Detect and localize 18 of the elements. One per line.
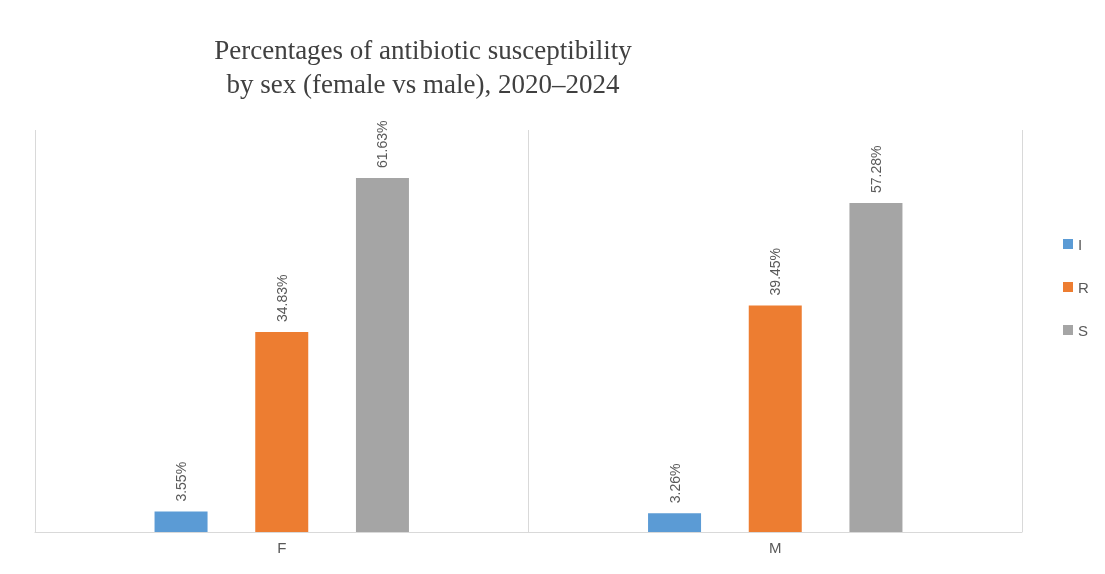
data-label: 57.28% (867, 145, 884, 194)
bar (154, 511, 208, 532)
legend-label: S (1078, 321, 1089, 339)
legend-label: I (1078, 235, 1083, 253)
x-tick-label: F (277, 539, 287, 556)
data-label: 3.26% (666, 463, 683, 504)
bar (748, 305, 802, 532)
bar (355, 178, 409, 532)
bar (648, 513, 702, 532)
data-label: 61.63% (374, 120, 391, 169)
data-label: 39.45% (767, 247, 784, 296)
bar (255, 331, 309, 532)
data-label: 3.55% (173, 461, 190, 502)
chart-title: Percentages of antibiotic susceptibility by sex (female vs male), 2020–2024 (214, 35, 633, 99)
data-label: 34.83% (273, 274, 290, 322)
bar (849, 203, 903, 532)
x-tick-label: M (769, 539, 782, 556)
legend-label: R (1078, 278, 1089, 296)
